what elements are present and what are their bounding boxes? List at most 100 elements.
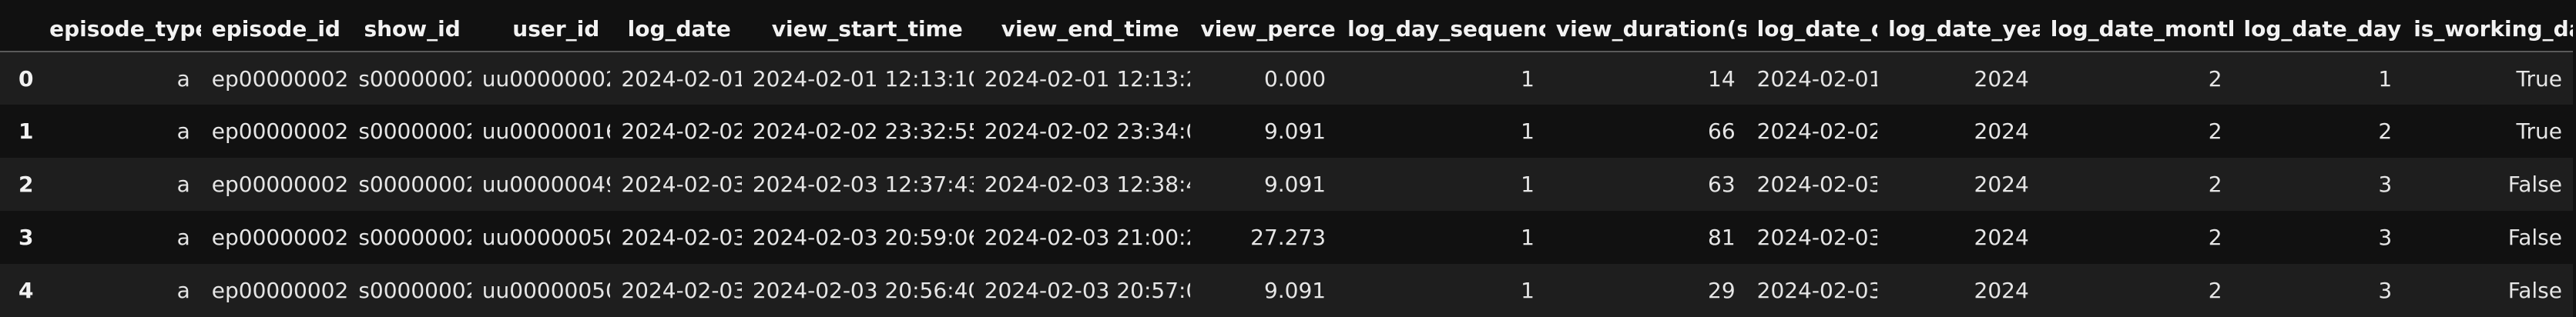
cell-episode-type: a bbox=[176, 172, 190, 197]
cell-show-id: s00000002 bbox=[358, 65, 471, 92]
cell-view-duration-s: 14 bbox=[1708, 65, 1736, 92]
cell-view-start-time: 2024-02-01 12:13:10 bbox=[752, 65, 974, 92]
table-row: 2 a ep00000002 s00000002 uu00000049 2024-02-0… bbox=[0, 158, 2573, 211]
cell-is-working-day: False bbox=[2507, 172, 2562, 197]
cell-log-date-dt: 2024-02-01 bbox=[1756, 65, 1878, 92]
cell-log-day-sequence: 1 bbox=[1521, 172, 1535, 197]
cell-log-date: 2024-02-03 bbox=[621, 225, 742, 250]
row-index: 3 bbox=[18, 225, 34, 250]
table-header: episode_type episode_id show_id user_id … bbox=[0, 6, 2573, 52]
column-header: episode_id bbox=[200, 6, 348, 52]
table-row: 4 a ep00000002 s00000002 uu00000050 2024-02-0… bbox=[0, 264, 2573, 317]
column-header: log_day_sequence bbox=[1337, 6, 1545, 52]
cell-log-date: 2024-02-02 bbox=[621, 118, 742, 144]
cell-view-start-time: 2024-02-02 23:32:55 bbox=[752, 118, 974, 144]
cell-view-duration-s: 81 bbox=[1708, 225, 1736, 250]
cell-view-start-time: 2024-02-03 12:37:43 bbox=[752, 172, 974, 197]
cell-episode-id: ep00000002 bbox=[211, 172, 348, 197]
cell-log-date-day: 1 bbox=[2378, 65, 2393, 92]
cell-log-date-day: 3 bbox=[2378, 225, 2393, 250]
cell-log-day-sequence: 1 bbox=[1521, 65, 1535, 92]
cell-view-end-time: 2024-02-03 20:57:09 bbox=[984, 278, 1190, 303]
column-header: log_date_dt bbox=[1746, 6, 1878, 52]
cell-episode-type: a bbox=[176, 118, 190, 144]
cell-is-working-day: True bbox=[2516, 118, 2562, 144]
column-header: view_end_time bbox=[973, 6, 1190, 52]
cell-log-date-day: 3 bbox=[2378, 172, 2393, 197]
cell-log-date-year: 2024 bbox=[1974, 225, 2029, 250]
cell-view-percent: 9.091 bbox=[1263, 172, 1327, 197]
column-header: user_id bbox=[471, 6, 611, 52]
column-header: log_date_month bbox=[2039, 6, 2233, 52]
column-header: log_date_year bbox=[1877, 6, 2040, 52]
cell-log-date-month: 2 bbox=[2208, 118, 2222, 144]
cell-user-id: uu00000049 bbox=[481, 172, 611, 197]
column-header: view_duration(s) bbox=[1545, 6, 1746, 52]
column-header: view_start_time bbox=[741, 6, 974, 52]
dataframe-table: episode_type episode_id show_id user_id … bbox=[0, 6, 2573, 317]
cell-show-id: s00000002 bbox=[358, 172, 471, 197]
cell-episode-id: ep00000002 bbox=[211, 278, 348, 303]
table-row: 3 a ep00000002 s00000002 uu00000050 2024-02-0… bbox=[0, 211, 2573, 264]
cell-log-date-dt: 2024-02-03 bbox=[1756, 225, 1878, 250]
cell-episode-id: ep00000002 bbox=[211, 65, 348, 92]
cell-log-day-sequence: 1 bbox=[1521, 278, 1535, 303]
cell-log-date-month: 2 bbox=[2208, 225, 2222, 250]
cell-view-end-time: 2024-02-03 12:38:46 bbox=[984, 172, 1190, 197]
cell-log-date: 2024-02-03 bbox=[621, 278, 742, 303]
cell-episode-type: a bbox=[176, 65, 190, 92]
cell-view-percent: 9.091 bbox=[1263, 118, 1327, 144]
cell-episode-type: a bbox=[176, 278, 190, 303]
cell-is-working-day: False bbox=[2507, 278, 2562, 303]
cell-show-id: s00000002 bbox=[358, 225, 471, 250]
cell-log-date-day: 3 bbox=[2378, 278, 2393, 303]
cell-episode-type: a bbox=[176, 225, 190, 250]
cell-log-date-dt: 2024-02-02 bbox=[1756, 118, 1878, 144]
cell-user-id: uu00000050 bbox=[481, 225, 611, 250]
cell-is-working-day: False bbox=[2507, 225, 2562, 250]
cell-view-duration-s: 66 bbox=[1708, 118, 1736, 144]
column-header: show_id bbox=[347, 6, 471, 52]
table-row: 1 a ep00000002 s00000002 uu00000016 2024-02-0… bbox=[0, 105, 2573, 158]
cell-log-date-year: 2024 bbox=[1974, 172, 2029, 197]
cell-log-date-dt: 2024-02-03 bbox=[1756, 172, 1878, 197]
cell-episode-id: ep00000002 bbox=[211, 225, 348, 250]
cell-view-percent: 9.091 bbox=[1263, 278, 1327, 303]
cell-log-date-year: 2024 bbox=[1974, 118, 2029, 144]
row-index: 0 bbox=[18, 65, 34, 92]
cell-show-id: s00000002 bbox=[358, 278, 471, 303]
row-index: 2 bbox=[18, 172, 34, 197]
cell-log-date-year: 2024 bbox=[1974, 65, 2029, 92]
column-header: episode_type bbox=[39, 6, 201, 52]
column-header: log_date_day bbox=[2232, 6, 2403, 52]
cell-view-duration-s: 29 bbox=[1708, 278, 1736, 303]
cell-show-id: s00000002 bbox=[358, 118, 471, 144]
cell-log-date-year: 2024 bbox=[1974, 278, 2029, 303]
column-header: view_percent bbox=[1189, 6, 1337, 52]
table-row: 0 a ep00000002 s00000002 uu00000002 2024-02-0… bbox=[0, 52, 2573, 105]
cell-view-duration-s: 63 bbox=[1708, 172, 1736, 197]
cell-user-id: uu00000002 bbox=[481, 65, 611, 92]
cell-view-percent: 27.273 bbox=[1250, 225, 1327, 250]
row-index: 1 bbox=[18, 118, 34, 144]
cell-view-percent: 0.000 bbox=[1263, 65, 1327, 92]
cell-log-date: 2024-02-03 bbox=[621, 172, 742, 197]
column-header: log_date bbox=[610, 6, 742, 52]
cell-episode-id: ep00000002 bbox=[211, 118, 348, 144]
cell-is-working-day: True bbox=[2516, 65, 2562, 92]
cell-log-date-day: 2 bbox=[2378, 118, 2393, 144]
row-index: 4 bbox=[18, 278, 34, 303]
cell-log-date: 2024-02-01 bbox=[621, 65, 742, 92]
cell-view-end-time: 2024-02-01 12:13:24 bbox=[984, 65, 1190, 92]
cell-log-date-month: 2 bbox=[2208, 278, 2222, 303]
index-header bbox=[0, 6, 39, 52]
cell-log-date-dt: 2024-02-03 bbox=[1756, 278, 1878, 303]
cell-view-end-time: 2024-02-02 23:34:01 bbox=[984, 118, 1190, 144]
table-body: 0 a ep00000002 s00000002 uu00000002 2024-02-0… bbox=[0, 52, 2573, 317]
column-header: is_working_day bbox=[2403, 6, 2573, 52]
cell-log-day-sequence: 1 bbox=[1521, 225, 1535, 250]
cell-view-start-time: 2024-02-03 20:59:06 bbox=[752, 225, 974, 250]
cell-log-date-month: 2 bbox=[2208, 65, 2222, 92]
cell-log-date-month: 2 bbox=[2208, 172, 2222, 197]
